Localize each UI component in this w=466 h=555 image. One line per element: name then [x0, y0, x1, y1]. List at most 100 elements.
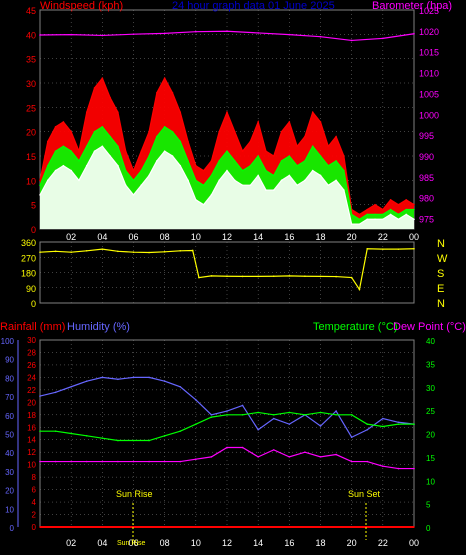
data-point-windspeed	[187, 179, 189, 182]
data-point-windspeed	[296, 184, 298, 186]
data-point-temperature	[148, 439, 150, 442]
data-point-gust	[140, 150, 143, 152]
data-point-humidity	[117, 378, 119, 381]
data-point-gust	[366, 208, 369, 211]
data-point-humidity	[272, 417, 275, 420]
data-point-average	[101, 126, 104, 128]
data-point-dew-point	[70, 460, 72, 463]
data-point-dew-point	[85, 460, 88, 463]
data-point-windspeed	[358, 223, 361, 225]
data-point-temperature	[335, 414, 337, 416]
temperature-tick-label: 40	[426, 337, 435, 346]
data-point-windspeed	[335, 179, 337, 182]
data-point-gust	[39, 179, 41, 182]
data-point-windspeed	[54, 169, 57, 172]
barometer-tick-label: 985	[419, 173, 434, 183]
bottom-series	[39, 376, 415, 528]
data-point-average	[343, 169, 345, 172]
data-point-direction	[198, 276, 200, 279]
humidity-tick-label: 0	[10, 524, 15, 533]
data-point-average	[249, 164, 252, 167]
top-x-tick-label: 18	[315, 232, 325, 242]
data-point-dew-point	[132, 460, 135, 463]
data-point-temperature	[132, 439, 135, 442]
data-point-average	[124, 169, 127, 172]
humidity-tick-label: 50	[5, 431, 14, 440]
data-point-temperature	[413, 423, 415, 425]
bottom-x-ticks: 02 04 06 08 10 12 14 16 18 20 22 00	[66, 538, 419, 548]
data-point-barometer	[288, 33, 291, 36]
data-point-gust	[327, 145, 330, 148]
data-point-direction	[304, 275, 306, 278]
data-point-gust	[249, 140, 252, 143]
data-point-barometer	[39, 34, 41, 36]
data-point-dew-point	[272, 449, 275, 451]
data-point-direction	[413, 247, 415, 250]
data-point-windspeed	[304, 179, 306, 182]
windspeed-axis-label: Windspeed (kph)	[40, 0, 123, 12]
data-point-average	[54, 150, 57, 152]
sunrise-axis-annotation: Sun Rise	[117, 540, 146, 547]
data-point-temperature	[210, 416, 213, 418]
direction-tick-label: 180	[21, 269, 36, 279]
data-point-gust	[272, 155, 275, 157]
data-point-average	[288, 155, 291, 157]
data-point-average	[374, 213, 376, 216]
humidity-tick-label: 90	[5, 356, 14, 365]
series-line-dew-point	[40, 446, 414, 470]
data-point-barometer	[195, 30, 197, 33]
bottom-x-tick-label: 20	[347, 538, 357, 548]
data-point-dew-point	[163, 460, 166, 463]
data-point-temperature	[382, 425, 384, 428]
data-point-humidity	[163, 380, 166, 382]
data-point-average	[319, 155, 322, 157]
rainfall-tick-label: 22	[27, 386, 36, 395]
data-point-humidity	[210, 414, 213, 416]
data-point-gust	[397, 203, 400, 206]
top-x-tick-label: 08	[160, 232, 170, 242]
data-point-humidity	[257, 428, 259, 431]
data-point-humidity	[335, 410, 337, 412]
data-point-windspeed	[85, 164, 88, 167]
data-point-windspeed	[39, 194, 41, 196]
windspeed-tick-label: 15	[26, 152, 36, 162]
data-point-windspeed	[101, 145, 104, 148]
rainfall-tick-label: 24	[27, 373, 36, 382]
data-point-dew-point	[335, 453, 337, 456]
data-point-direction	[319, 275, 322, 278]
sunrise-annotation: Sun Rise	[116, 489, 153, 499]
bottom-panel: Rainfall (mm) Humidity (%) Temperature (…	[0, 321, 466, 548]
data-point-gust	[382, 208, 384, 211]
direction-tick-label: 90	[26, 284, 36, 294]
rainfall-tick-label: 20	[27, 398, 36, 407]
data-point-average	[413, 208, 415, 211]
humidity-tick-label: 80	[5, 374, 14, 383]
data-point-windspeed	[70, 169, 72, 172]
data-point-gust	[358, 213, 361, 216]
data-point-average	[366, 213, 369, 216]
data-point-direction	[288, 275, 291, 277]
data-point-gust	[179, 111, 182, 113]
bottom-x-tick-label: 18	[315, 538, 325, 548]
data-point-average	[179, 140, 182, 143]
data-point-windspeed	[218, 179, 221, 182]
bottom-x-tick-label: 22	[378, 538, 388, 548]
temperature-tick-label: 10	[426, 477, 435, 486]
data-point-temperature	[304, 414, 306, 416]
data-point-temperature	[101, 437, 104, 439]
data-point-gust	[85, 111, 88, 113]
data-point-temperature	[195, 423, 197, 425]
data-point-humidity	[54, 391, 57, 394]
data-point-average	[335, 160, 337, 162]
series-line-barometer	[39, 30, 415, 42]
rainfall-tick-label: 4	[32, 498, 37, 507]
humidity-axis-label: Humidity (%)	[67, 321, 130, 333]
data-point-dew-point	[39, 460, 41, 463]
data-point-direction	[70, 251, 72, 253]
data-point-windspeed	[265, 189, 267, 191]
data-point-humidity	[397, 421, 400, 424]
data-point-average	[163, 126, 166, 128]
data-point-direction	[101, 248, 104, 250]
data-point-temperature	[54, 430, 57, 432]
humidity-tick-label: 20	[5, 487, 14, 496]
